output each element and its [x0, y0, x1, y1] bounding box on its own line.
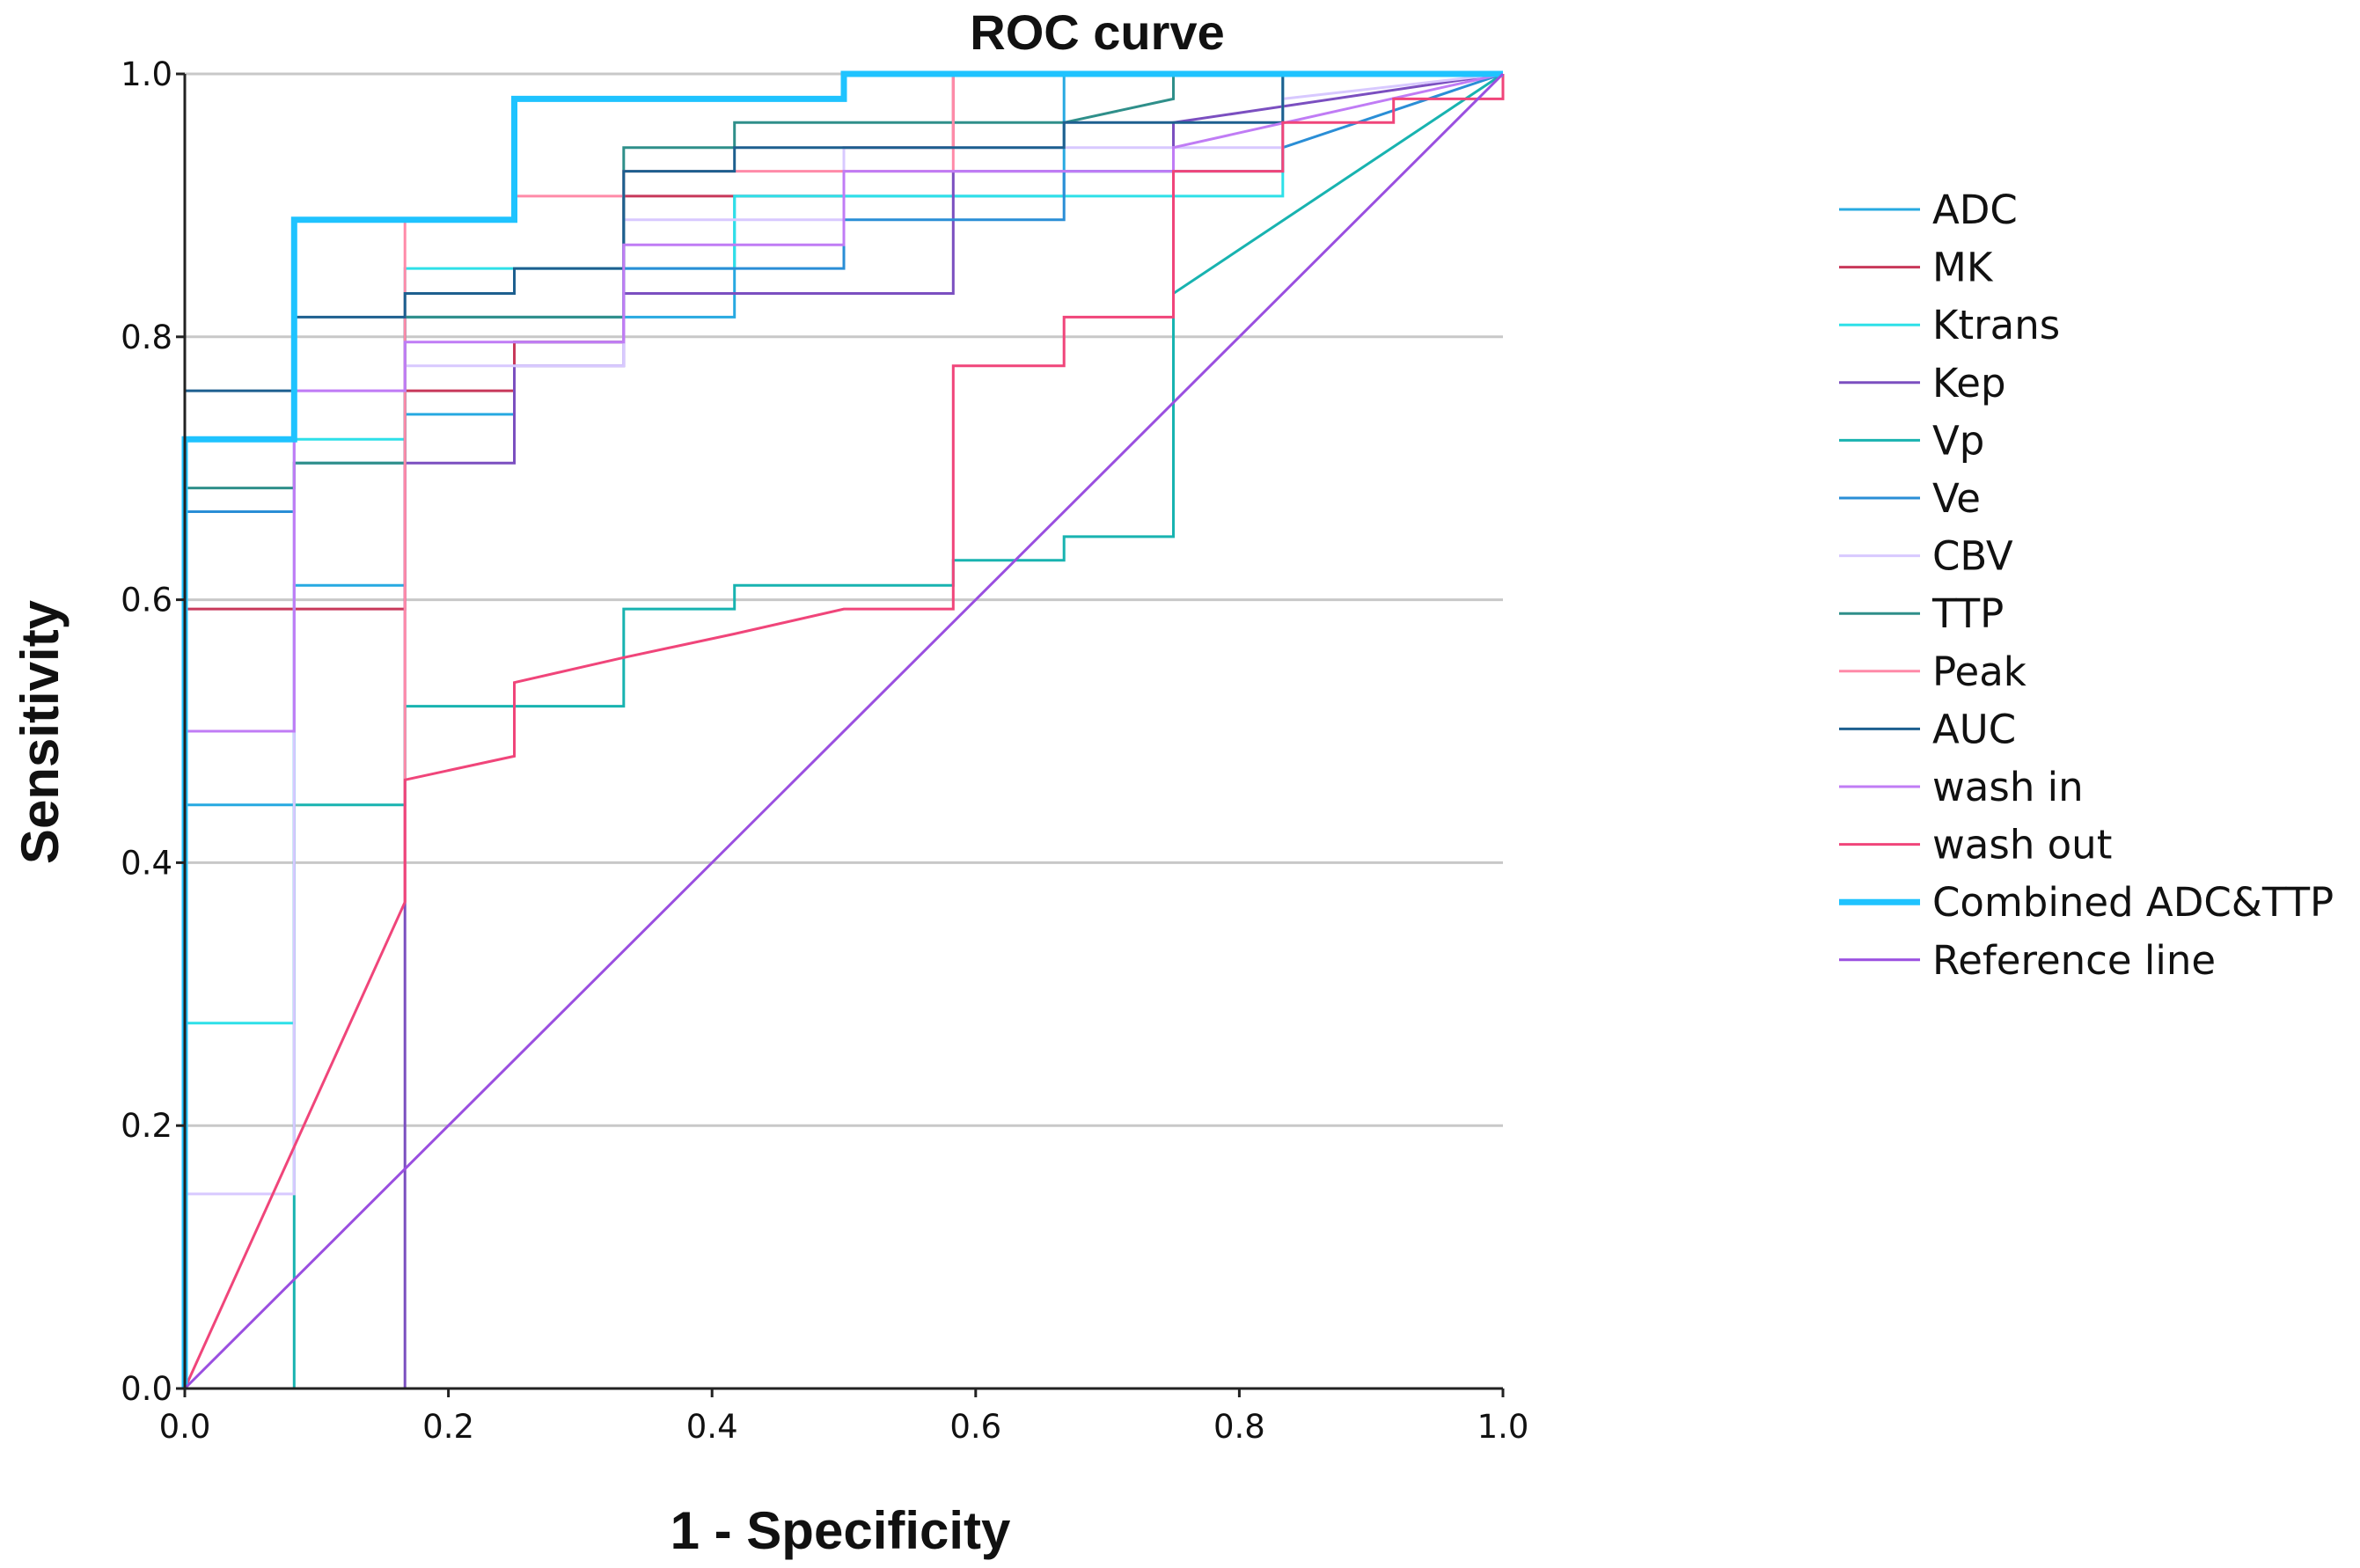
- y-tick-label-5: 1.0: [121, 55, 172, 93]
- legend-label-5: Ve: [1932, 475, 1981, 522]
- x-tick-label-0: 0.0: [159, 1408, 211, 1446]
- y-tick-label-0: 0.0: [121, 1370, 172, 1408]
- x-tick-label-5: 1.0: [1477, 1408, 1529, 1446]
- tick-labels: 0.0 0.2 0.4 0.6 0.8 1.0 0.0 0.2 0.4 0.6 0.8 1.0: [121, 55, 1528, 1446]
- legend-label-13: Reference line: [1932, 937, 2216, 984]
- series-line-wash-in: [183, 72, 1504, 1388]
- x-tick-label-4: 0.8: [1213, 1408, 1265, 1446]
- y-tick-label-4: 0.8: [121, 319, 172, 356]
- chart-title: ROC curve: [970, 4, 1224, 60]
- legend-label-3: Kep: [1932, 360, 2006, 407]
- x-axis-label: 1 - Specificity: [671, 1501, 1011, 1560]
- y-axis-label: Sensitivity: [11, 599, 70, 864]
- legend-label-1: MK: [1932, 245, 1994, 291]
- series-layer: [181, 70, 1505, 1390]
- legend-label-11: wash out: [1932, 822, 2112, 868]
- series-line-kep: [294, 72, 1504, 1390]
- legend-label-6: CBV: [1932, 533, 2013, 580]
- axes: [176, 72, 1505, 1397]
- series-line-vp: [185, 72, 1504, 1390]
- x-tick-label-3: 0.6: [949, 1408, 1001, 1446]
- legend-label-12: Combined ADC&TTP: [1932, 879, 2334, 926]
- legend: ADC MK Ktrans Kep Vp Ve CBV TTP Peak AUC wash in wa…: [1839, 187, 2334, 984]
- x-tick-label-1: 0.2: [422, 1408, 474, 1446]
- legend-label-0: ADC: [1932, 187, 2018, 233]
- y-tick-label-3: 0.6: [121, 582, 172, 619]
- series-line-reference-line: [183, 72, 1505, 1390]
- y-tick-label-2: 0.4: [121, 844, 172, 882]
- series-line-wash-out: [183, 74, 1505, 1389]
- legend-label-8: Peak: [1932, 648, 2027, 695]
- series-line-combined-adc-ttp: [181, 70, 1503, 1388]
- legend-label-4: Vp: [1932, 417, 1984, 464]
- x-tick-label-2: 0.4: [686, 1408, 738, 1446]
- legend-label-7: TTP: [1931, 590, 2004, 637]
- legend-label-2: Ktrans: [1932, 302, 2060, 348]
- y-tick-label-1: 0.2: [121, 1107, 172, 1145]
- legend-label-9: AUC: [1932, 706, 2016, 752]
- legend-label-10: wash in: [1932, 764, 2084, 810]
